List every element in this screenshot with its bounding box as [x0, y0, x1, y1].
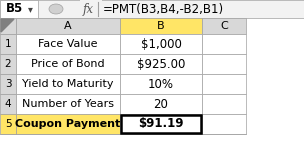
Bar [0, 74, 16, 94]
Text: C: C [220, 21, 228, 31]
Text: Coupon Payment: Coupon Payment [16, 119, 121, 129]
Bar [202, 34, 246, 54]
Bar [121, 115, 201, 133]
Bar [0, 0, 38, 18]
Bar [0, 114, 16, 134]
Text: A: A [64, 21, 72, 31]
Bar [16, 94, 120, 114]
Text: Yield to Maturity: Yield to Maturity [22, 79, 114, 89]
Text: Price of Bond: Price of Bond [31, 59, 105, 69]
Text: $91.19: $91.19 [138, 117, 184, 131]
Text: 4: 4 [5, 99, 11, 109]
Bar [0, 54, 16, 74]
Bar [120, 18, 202, 34]
Bar [0, 0, 304, 18]
Text: 2: 2 [5, 59, 11, 69]
Text: ▾: ▾ [28, 4, 33, 15]
Bar [202, 114, 246, 134]
Text: Number of Years: Number of Years [22, 99, 114, 109]
Bar [16, 54, 120, 74]
Bar [120, 34, 202, 54]
Bar [202, 54, 246, 74]
Bar [16, 74, 120, 94]
Bar [202, 74, 246, 94]
Bar [120, 94, 202, 114]
Bar [120, 114, 202, 134]
Text: 10%: 10% [148, 77, 174, 91]
Text: 20: 20 [154, 97, 168, 111]
Bar [16, 34, 120, 54]
Text: B5: B5 [6, 3, 23, 16]
Text: B: B [157, 21, 165, 31]
Text: fx: fx [82, 3, 94, 16]
Bar [0, 34, 16, 54]
Text: =PMT(B3,B4,-B2,B1): =PMT(B3,B4,-B2,B1) [103, 3, 224, 16]
Text: $925.00: $925.00 [137, 57, 185, 71]
Bar [120, 74, 202, 94]
Text: Face Value: Face Value [38, 39, 98, 49]
Bar [16, 18, 120, 34]
Text: 1: 1 [5, 39, 11, 49]
Bar [80, 0, 102, 18]
Bar [16, 114, 120, 134]
Text: $1,000: $1,000 [140, 37, 181, 51]
Bar [0, 18, 16, 34]
Bar [202, 94, 246, 114]
Polygon shape [1, 19, 14, 32]
Bar [202, 18, 246, 34]
Bar [0, 94, 16, 114]
Bar [120, 54, 202, 74]
Text: 3: 3 [5, 79, 11, 89]
Text: 5: 5 [5, 119, 11, 129]
Ellipse shape [49, 4, 63, 14]
